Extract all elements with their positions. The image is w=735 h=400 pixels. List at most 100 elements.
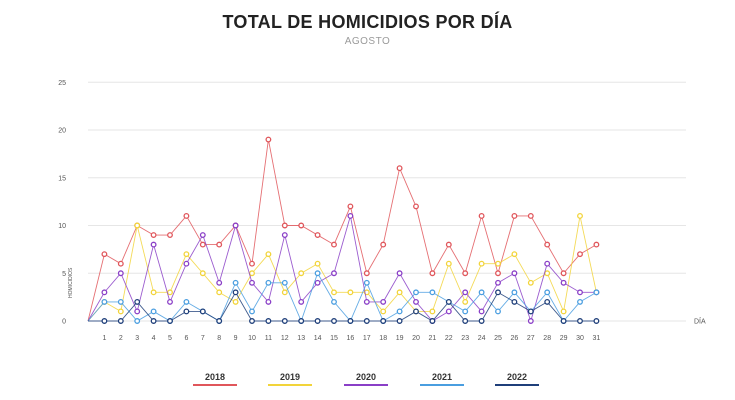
x-tick-label: 6 bbox=[184, 335, 188, 342]
point-2018-16 bbox=[347, 203, 354, 210]
y-axis-ticks: 0 5 10 15 20 25 bbox=[58, 80, 66, 326]
point-2021-25 bbox=[495, 308, 501, 315]
point-2021-6 bbox=[183, 298, 190, 305]
point-2022-7 bbox=[199, 308, 206, 315]
x-tick-label: 21 bbox=[429, 335, 437, 342]
point-2018-24 bbox=[478, 212, 485, 219]
x-tick-label: 19 bbox=[396, 335, 404, 342]
point-2018-11 bbox=[265, 136, 272, 143]
point-2020-22 bbox=[445, 308, 452, 315]
point-2020-12 bbox=[281, 232, 288, 238]
point-2022-12 bbox=[281, 318, 288, 324]
point-2018-28 bbox=[544, 241, 551, 248]
x-tick-label: 4 bbox=[152, 335, 156, 342]
legend: 2018 2019 2020 2021 2022 bbox=[193, 372, 539, 386]
point-2020-13 bbox=[298, 298, 305, 305]
x-tick-label: 3 bbox=[135, 335, 139, 342]
point-2018-12 bbox=[281, 222, 288, 229]
x-tick-label: 5 bbox=[168, 335, 172, 342]
series-line-2018 bbox=[87, 139, 597, 322]
point-2019-13 bbox=[298, 270, 305, 277]
point-2018-19 bbox=[396, 165, 403, 172]
point-2021-31 bbox=[593, 289, 600, 296]
point-2019-25 bbox=[495, 260, 501, 267]
point-2019-24 bbox=[478, 260, 485, 267]
point-2018-7 bbox=[199, 241, 206, 248]
point-2019-8 bbox=[216, 289, 223, 296]
point-2022-9 bbox=[232, 289, 239, 296]
point-2019-30 bbox=[577, 212, 583, 219]
x-tick-label: 2 bbox=[119, 335, 123, 342]
point-2022-14 bbox=[314, 318, 321, 324]
y-tick-label: 5 bbox=[62, 271, 66, 278]
point-2020-19 bbox=[396, 270, 403, 277]
legend-label-2020: 2020 bbox=[356, 372, 376, 382]
point-2020-15 bbox=[331, 270, 337, 277]
x-tick-label: 17 bbox=[363, 335, 371, 342]
x-tick-label: 11 bbox=[265, 335, 272, 342]
point-2019-29 bbox=[560, 308, 567, 315]
series-2018 bbox=[87, 136, 600, 322]
point-2022-22 bbox=[445, 298, 452, 305]
x-tick-label: 22 bbox=[445, 335, 453, 342]
point-2020-1 bbox=[101, 289, 108, 296]
point-2019-18 bbox=[380, 308, 387, 315]
point-2022-2 bbox=[117, 318, 124, 324]
point-2020-18 bbox=[380, 298, 387, 305]
x-tick-label: 18 bbox=[379, 335, 387, 342]
x-tick-label: 7 bbox=[201, 335, 205, 342]
point-2018-23 bbox=[462, 270, 469, 277]
point-2018-13 bbox=[298, 222, 305, 229]
point-2021-11 bbox=[265, 279, 272, 286]
legend-label-2022: 2022 bbox=[507, 372, 527, 382]
point-2022-1 bbox=[101, 318, 108, 324]
point-2020-2 bbox=[117, 270, 124, 277]
point-2022-30 bbox=[577, 318, 583, 324]
point-2019-14 bbox=[314, 260, 321, 267]
point-2019-9 bbox=[232, 298, 239, 305]
x-tick-label: 10 bbox=[248, 335, 256, 342]
point-2019-2 bbox=[117, 308, 124, 315]
point-2018-6 bbox=[183, 212, 190, 219]
point-2019-5 bbox=[167, 289, 173, 296]
point-2021-30 bbox=[577, 298, 583, 305]
point-2020-14 bbox=[314, 279, 321, 286]
point-2019-6 bbox=[183, 251, 190, 258]
point-2020-6 bbox=[183, 260, 190, 267]
point-2021-24 bbox=[478, 289, 485, 296]
point-2020-27 bbox=[527, 318, 534, 324]
point-2021-10 bbox=[249, 308, 255, 315]
series-line-2019 bbox=[87, 215, 597, 322]
chart-title: TOTAL DE HOMICIDIOS POR DÍA bbox=[222, 12, 513, 32]
point-2019-3 bbox=[134, 222, 141, 229]
series-2019 bbox=[87, 212, 600, 322]
legend-label-2021: 2021 bbox=[432, 372, 452, 382]
point-2022-24 bbox=[478, 318, 485, 324]
x-tick-label: 26 bbox=[511, 335, 519, 342]
point-2020-9 bbox=[232, 222, 239, 229]
point-2019-26 bbox=[511, 251, 518, 258]
y-tick-label: 15 bbox=[58, 175, 66, 182]
point-2020-8 bbox=[216, 279, 223, 286]
point-2022-21 bbox=[429, 318, 436, 324]
x-tick-label: 28 bbox=[543, 335, 551, 342]
point-2018-8 bbox=[216, 241, 223, 248]
point-2022-27 bbox=[527, 308, 534, 315]
x-tick-label: 1 bbox=[102, 335, 106, 342]
grid-lines bbox=[88, 81, 686, 322]
point-2022-5 bbox=[167, 318, 173, 324]
point-2022-17 bbox=[363, 318, 370, 324]
point-2022-3 bbox=[134, 298, 141, 305]
point-2022-8 bbox=[216, 318, 223, 324]
point-2020-17 bbox=[363, 298, 370, 305]
point-2021-26 bbox=[511, 289, 518, 296]
x-tick-label: 27 bbox=[527, 335, 535, 342]
point-2019-15 bbox=[331, 289, 337, 296]
point-2021-4 bbox=[150, 308, 157, 315]
x-tick-label: 8 bbox=[217, 335, 221, 342]
point-2018-15 bbox=[331, 241, 337, 248]
point-2018-18 bbox=[380, 241, 387, 248]
point-2021-12 bbox=[281, 279, 288, 286]
point-2020-20 bbox=[413, 298, 419, 305]
